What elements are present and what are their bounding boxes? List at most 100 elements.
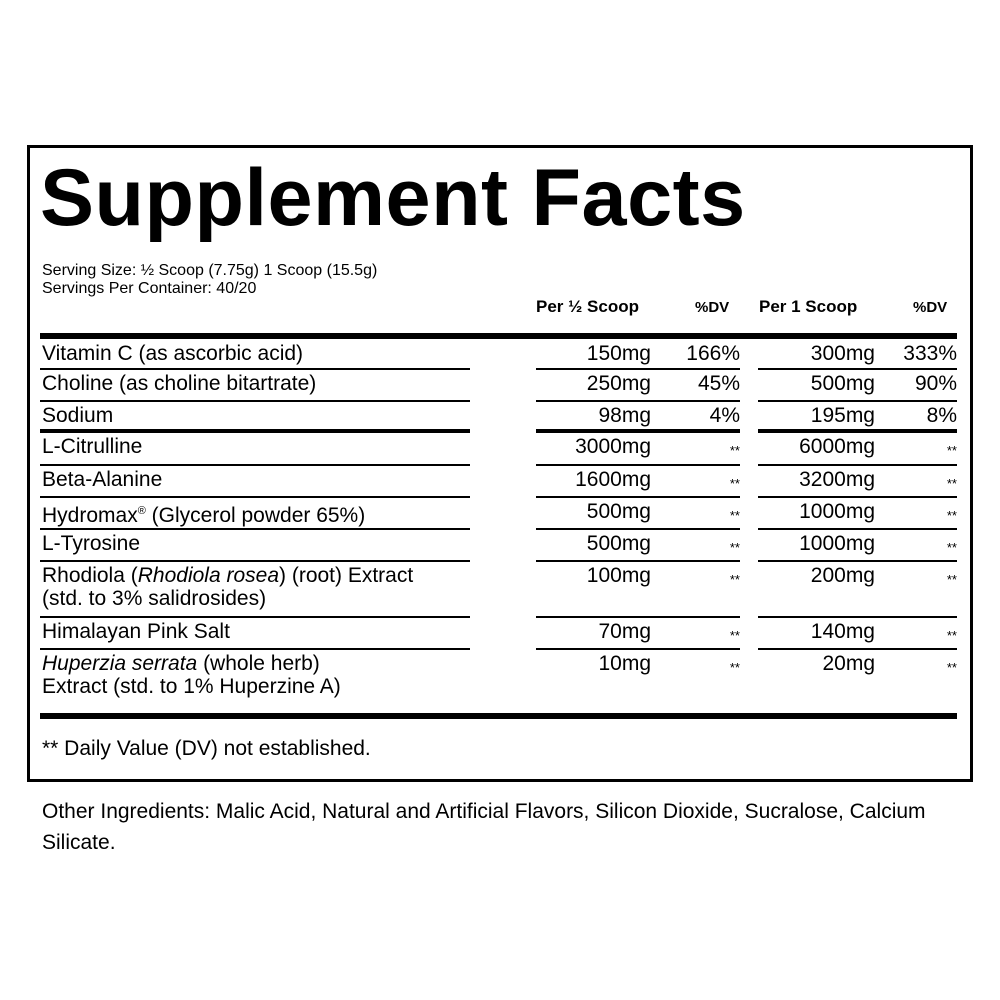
other-ingredients: Other Ingredients: Malic Acid, Natural a…	[42, 800, 926, 854]
amount-cell: 6000mg	[799, 435, 875, 458]
amount-cell: 1000mg	[799, 532, 875, 555]
amount-cell: 150mg	[586, 342, 651, 365]
dv-cell: **	[729, 476, 740, 491]
header-dv-2: %DV	[913, 299, 948, 316]
row-divider	[536, 464, 740, 466]
nutrient-name: Sodium	[42, 404, 113, 427]
amount-cell: 98mg	[598, 404, 651, 427]
header-per-one-scoop: Per 1 Scoop	[759, 297, 858, 316]
amount-cell: 300mg	[810, 342, 875, 365]
amount-cell: 140mg	[810, 620, 875, 643]
dv-cell: 333%	[903, 342, 957, 365]
row-divider	[40, 648, 470, 650]
row-divider	[536, 528, 740, 530]
dv-cell: **	[729, 660, 740, 675]
amount-cell: 20mg	[822, 652, 875, 675]
dv-cell: **	[946, 660, 957, 675]
dv-cell: 45%	[697, 372, 740, 395]
row-divider	[758, 648, 957, 650]
nutrient-name: Beta-Alanine	[42, 468, 162, 491]
row-divider	[536, 368, 740, 370]
row-divider	[536, 648, 740, 650]
row-divider	[758, 368, 957, 370]
row-divider	[40, 368, 470, 370]
row-divider	[536, 616, 740, 618]
amount-cell: 500mg	[586, 532, 651, 555]
row-divider	[536, 429, 740, 433]
row-divider	[40, 560, 470, 562]
table-row: L-Tyrosine 500mg ** 1000mg **	[40, 530, 957, 562]
row-divider	[758, 429, 957, 433]
amount-cell: 70mg	[598, 620, 651, 643]
dv-cell: 4%	[709, 404, 740, 427]
name-part: (Glycerol powder 65%)	[145, 504, 366, 527]
row-divider	[758, 616, 957, 618]
amount-cell: 500mg	[810, 372, 875, 395]
name-part: L-Citrulline	[42, 435, 143, 458]
dv-cell: **	[946, 628, 957, 643]
name-part: (whole herb)	[197, 652, 320, 675]
row-divider	[40, 400, 470, 402]
row-divider	[536, 400, 740, 402]
row-divider	[758, 400, 957, 402]
name-part: Vitamin C (as ascorbic acid)	[42, 342, 304, 365]
name-part: L-Tyrosine	[42, 532, 141, 555]
row-divider	[40, 429, 470, 433]
name-part: Himalayan Pink Salt	[42, 620, 230, 643]
nutrient-name: L-Tyrosine	[42, 532, 140, 555]
header-per-half-scoop: Per ½ Scoop	[536, 297, 639, 316]
amount-cell: 250mg	[586, 372, 651, 395]
name-part: Rhodiola (	[42, 564, 138, 587]
name-part: Hydromax	[42, 504, 138, 527]
nutrient-name: Hydromax® (Glycerol powder 65%)	[42, 500, 365, 527]
row-divider	[758, 528, 957, 530]
dv-cell: 90%	[914, 372, 957, 395]
dv-cell: **	[946, 540, 957, 555]
table-row: Beta-Alanine 1600mg ** 3200mg **	[40, 466, 957, 498]
amount-cell: 195mg	[810, 404, 875, 427]
dv-cell: **	[946, 476, 957, 491]
row-divider	[40, 496, 470, 498]
table-row: Sodium 98mg 4% 195mg 8%	[40, 402, 957, 433]
name-part: Choline (as choline bitartrate)	[42, 372, 317, 395]
nutrient-name: L-Citrulline	[42, 435, 142, 458]
row-divider	[40, 528, 470, 530]
bottom-thick-rule	[40, 713, 957, 719]
name-part: Huperzia serrata	[42, 652, 198, 675]
dv-cell: **	[729, 540, 740, 555]
nutrient-name: Choline (as choline bitartrate)	[42, 372, 316, 395]
amount-cell: 3200mg	[799, 468, 875, 491]
table-row: Choline (as choline bitartrate) 250mg 45% 5…	[40, 370, 957, 402]
table-row: Huperzia serrata (whole herb) Extract (st…	[40, 650, 957, 716]
serving-size: Serving Size: ½ Scoop (7.75g) 1 Scoop (1…	[42, 262, 378, 279]
nutrient-name: Vitamin C (as ascorbic acid)	[42, 342, 303, 365]
table-row: Rhodiola (Rhodiola rosea) (root) Extract…	[40, 562, 957, 618]
name-part: Sodium	[42, 404, 114, 427]
name-part: Rhodiola rosea	[137, 564, 279, 587]
row-divider	[536, 560, 740, 562]
amount-cell: 10mg	[598, 652, 651, 675]
row-divider	[758, 496, 957, 498]
nutrient-name: Rhodiola (Rhodiola rosea) (root) Extract…	[42, 564, 413, 610]
row-divider	[40, 464, 470, 466]
panel-title: Supplement Facts	[40, 153, 746, 243]
row-divider	[758, 560, 957, 562]
dv-cell: **	[729, 443, 740, 458]
amount-cell: 500mg	[586, 500, 651, 523]
table-row: Himalayan Pink Salt 70mg ** 140mg **	[40, 618, 957, 650]
name-part: (std. to 3% salidrosides)	[42, 587, 267, 610]
table-row: Vitamin C (as ascorbic acid) 150mg 166% 300…	[40, 340, 957, 370]
dv-cell: **	[946, 443, 957, 458]
supplement-facts-panel	[27, 145, 973, 782]
dv-cell: 166%	[686, 342, 740, 365]
nutrient-table: Vitamin C (as ascorbic acid) 150mg 166% 300…	[40, 340, 957, 716]
header-dv-1: %DV	[695, 299, 730, 316]
dv-cell: **	[729, 628, 740, 643]
name-part: ®	[137, 505, 146, 517]
table-row: Hydromax® (Glycerol powder 65%) 500mg ** 10…	[40, 498, 957, 530]
amount-cell: 200mg	[810, 564, 875, 587]
amount-cell: 1600mg	[575, 468, 651, 491]
row-divider	[758, 464, 957, 466]
name-part: Extract (std. to 1% Huperzine A)	[42, 675, 341, 698]
amount-cell: 100mg	[586, 564, 651, 587]
